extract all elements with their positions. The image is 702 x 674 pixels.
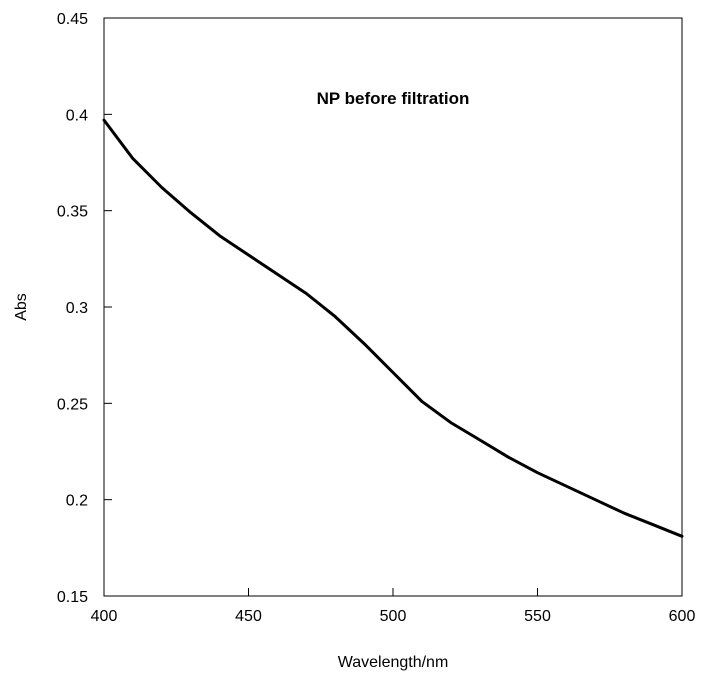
- y-tick-label: 0.4: [66, 107, 88, 124]
- y-tick-label: 0.45: [57, 11, 88, 28]
- x-axis-ticks: 400 450 500 550 600: [91, 588, 696, 625]
- x-axis-title: Wavelength/nm: [338, 654, 449, 671]
- x-tick-label: 400: [91, 608, 118, 625]
- y-tick-label: 0.2: [66, 493, 88, 510]
- series-layer: [102, 118, 684, 538]
- y-tick-label: 0.25: [57, 396, 88, 413]
- x-tick-label: 500: [380, 608, 407, 625]
- y-axis-title: Abs: [13, 293, 30, 321]
- y-tick-label: 0.35: [57, 204, 88, 221]
- y-axis-ticks: 0.15 0.2 0.25 0.3 0.35 0.4 0.45: [57, 11, 112, 606]
- y-tick-label: 0.3: [66, 300, 88, 317]
- x-tick-label: 450: [235, 608, 262, 625]
- x-tick-label: 550: [524, 608, 551, 625]
- y-tick-label: 0.15: [57, 589, 88, 606]
- series-line-0: [102, 118, 684, 538]
- chart-annotation: NP before filtration: [317, 89, 470, 108]
- x-tick-label: 600: [669, 608, 696, 625]
- plot-area: [103, 17, 683, 597]
